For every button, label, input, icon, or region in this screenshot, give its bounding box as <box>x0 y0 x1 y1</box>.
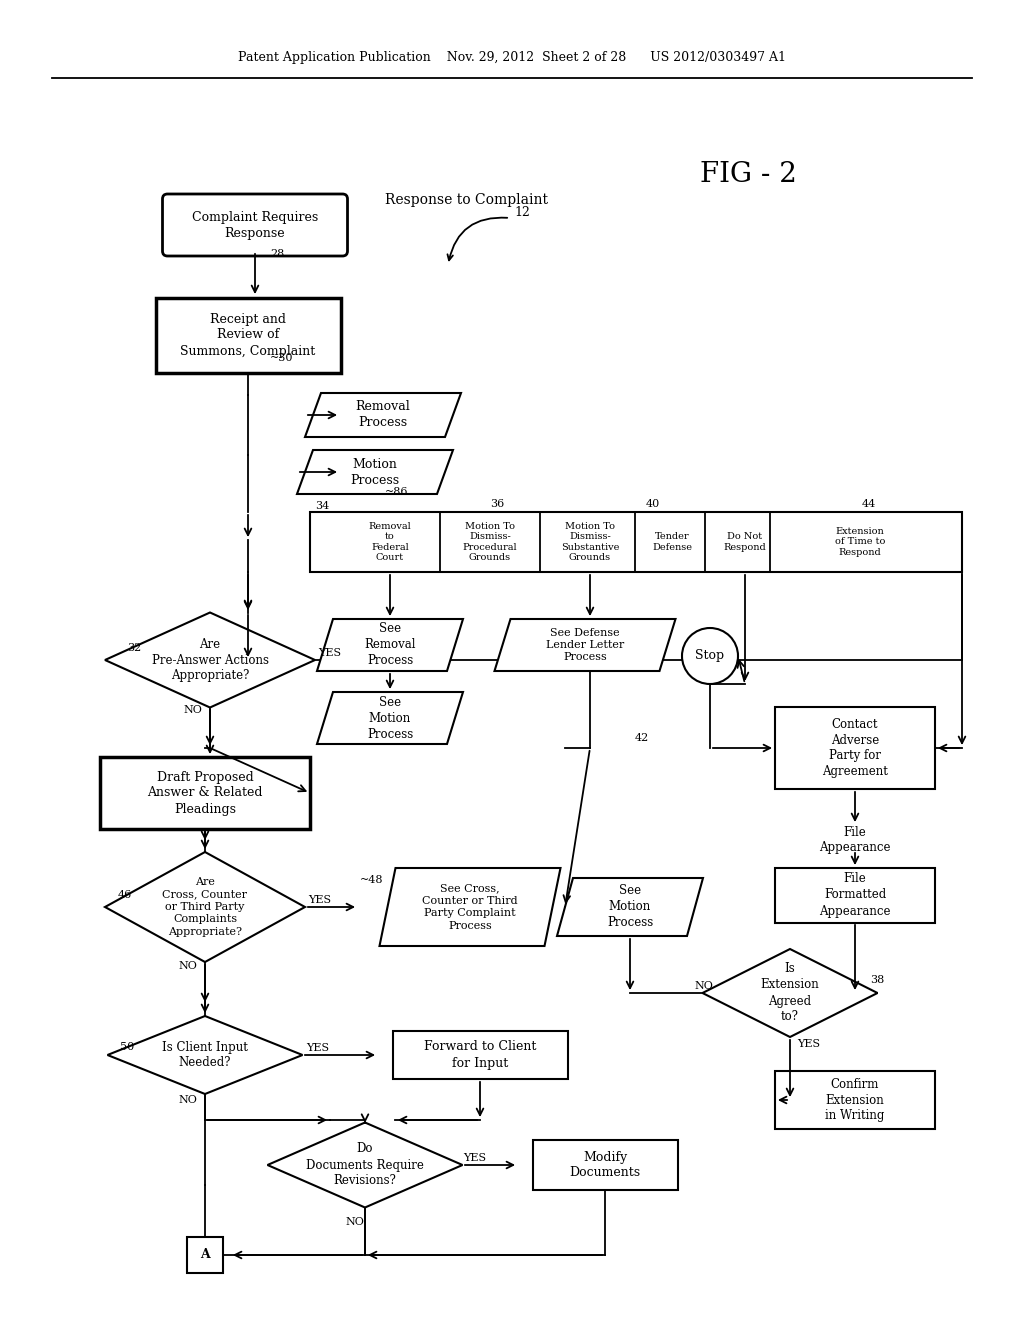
Text: 34: 34 <box>315 502 330 511</box>
Text: Motion To
Dismiss-
Substantive
Grounds: Motion To Dismiss- Substantive Grounds <box>561 521 620 562</box>
Bar <box>156 297 341 372</box>
Circle shape <box>682 628 738 684</box>
Bar <box>775 1071 935 1129</box>
Polygon shape <box>702 949 878 1038</box>
Text: File
Appearance: File Appearance <box>819 826 891 854</box>
Text: YES: YES <box>797 1039 820 1049</box>
Text: Extension
of Time to
Respond: Extension of Time to Respond <box>835 527 885 557</box>
Text: 28: 28 <box>270 249 285 259</box>
Text: 44: 44 <box>862 499 877 510</box>
Text: Confirm
Extension
in Writing: Confirm Extension in Writing <box>825 1077 885 1122</box>
Text: 40: 40 <box>646 499 660 510</box>
Text: 46: 46 <box>118 890 132 900</box>
Text: Removal
Process: Removal Process <box>355 400 411 429</box>
Bar <box>392 1031 567 1078</box>
Text: NO: NO <box>183 705 202 715</box>
Bar <box>532 1140 678 1191</box>
Text: See
Motion
Process: See Motion Process <box>367 696 413 741</box>
Text: 32: 32 <box>127 643 141 653</box>
Polygon shape <box>495 619 676 671</box>
Polygon shape <box>105 851 305 962</box>
Text: FIG - 2: FIG - 2 <box>700 161 797 189</box>
Bar <box>775 708 935 789</box>
Polygon shape <box>267 1122 463 1208</box>
Text: Is Client Input
Needed?: Is Client Input Needed? <box>162 1040 248 1069</box>
Text: YES: YES <box>306 1043 329 1053</box>
Polygon shape <box>557 878 703 936</box>
Text: 42: 42 <box>635 733 649 743</box>
Polygon shape <box>105 612 315 708</box>
Text: See Cross,
Counter or Third
Party Complaint
Process: See Cross, Counter or Third Party Compla… <box>422 883 518 931</box>
Bar <box>775 867 935 923</box>
Bar <box>310 512 962 572</box>
Text: Stop: Stop <box>695 649 725 663</box>
Text: Response to Complaint: Response to Complaint <box>385 193 548 207</box>
Polygon shape <box>108 1016 302 1094</box>
Text: Receipt and
Review of
Summons, Complaint: Receipt and Review of Summons, Complaint <box>180 313 315 358</box>
Text: ~30: ~30 <box>270 352 294 363</box>
Text: Forward to Client
for Input: Forward to Client for Input <box>424 1040 537 1069</box>
Text: See
Removal
Process: See Removal Process <box>365 623 416 668</box>
Text: Modify
Documents: Modify Documents <box>569 1151 641 1180</box>
Text: Complaint Requires
Response: Complaint Requires Response <box>191 210 318 239</box>
Text: Draft Proposed
Answer & Related
Pleadings: Draft Proposed Answer & Related Pleading… <box>147 771 263 816</box>
Text: Motion To
Dismiss-
Procedural
Grounds: Motion To Dismiss- Procedural Grounds <box>463 521 517 562</box>
Text: NO: NO <box>694 981 713 991</box>
Polygon shape <box>305 393 461 437</box>
Text: ~48: ~48 <box>360 875 384 884</box>
Text: See
Motion
Process: See Motion Process <box>607 884 653 929</box>
Text: NO: NO <box>345 1217 364 1228</box>
Text: Contact
Adverse
Party for
Agreement: Contact Adverse Party for Agreement <box>822 718 888 779</box>
Text: 38: 38 <box>870 975 885 985</box>
Text: A: A <box>200 1249 210 1262</box>
Bar <box>100 756 310 829</box>
Text: Is
Extension
Agreed
to?: Is Extension Agreed to? <box>761 962 819 1023</box>
Text: Tender
Defense: Tender Defense <box>652 532 692 552</box>
Text: Are
Cross, Counter
or Third Party
Complaints
Appropriate?: Are Cross, Counter or Third Party Compla… <box>163 878 248 937</box>
Text: NO: NO <box>178 961 197 972</box>
Text: YES: YES <box>463 1152 486 1163</box>
Text: See Defense
Lender Letter
Process: See Defense Lender Letter Process <box>546 627 624 663</box>
Polygon shape <box>380 869 560 946</box>
Text: Removal
to
Federal
Court: Removal to Federal Court <box>369 521 412 562</box>
Text: Motion
Process: Motion Process <box>350 458 399 487</box>
Text: NO: NO <box>178 1096 197 1105</box>
Bar <box>187 1237 223 1272</box>
Text: Do Not
Respond: Do Not Respond <box>724 532 766 552</box>
Polygon shape <box>317 619 463 671</box>
Text: 50: 50 <box>120 1041 134 1052</box>
Text: Are
Pre-Answer Actions
Appropriate?: Are Pre-Answer Actions Appropriate? <box>152 638 268 682</box>
Polygon shape <box>317 692 463 744</box>
Text: YES: YES <box>318 648 341 657</box>
Text: YES: YES <box>308 895 331 906</box>
FancyBboxPatch shape <box>163 194 347 256</box>
Text: File
Formatted
Appearance: File Formatted Appearance <box>819 873 891 917</box>
Text: ~86: ~86 <box>385 487 409 498</box>
Text: 12: 12 <box>514 206 529 219</box>
Text: 36: 36 <box>490 499 504 510</box>
Text: Do
Documents Require
Revisions?: Do Documents Require Revisions? <box>306 1143 424 1188</box>
Text: Patent Application Publication    Nov. 29, 2012  Sheet 2 of 28      US 2012/0303: Patent Application Publication Nov. 29, … <box>238 51 786 65</box>
Polygon shape <box>297 450 453 494</box>
